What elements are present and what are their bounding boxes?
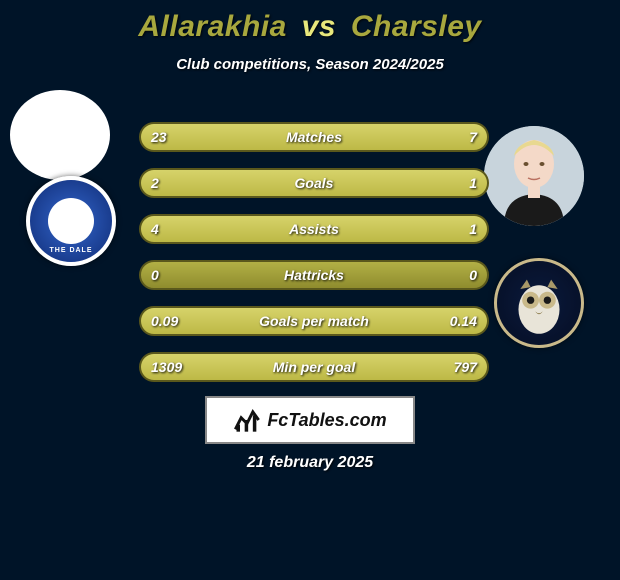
title-vs: vs — [302, 10, 336, 43]
player2-name: Charsley — [351, 10, 482, 43]
brand-text: FcTables.com — [267, 410, 386, 431]
stat-label: Matches — [141, 129, 487, 145]
stat-bar-assists: 41Assists — [139, 214, 489, 244]
stat-label: Min per goal — [141, 359, 487, 375]
stat-bar-goals-per-match: 0.090.14Goals per match — [139, 306, 489, 336]
stat-bar-goals: 21Goals — [139, 168, 489, 198]
brand-banner: FcTables.com — [205, 396, 415, 444]
comparison-subtitle: Club competitions, Season 2024/2025 — [0, 56, 620, 73]
stat-bar-min-per-goal: 1309797Min per goal — [139, 352, 489, 382]
stat-label: Goals — [141, 175, 487, 191]
stat-bars: 237Matches 21Goals 41Assists 00Hattricks 0.0… — [139, 122, 489, 398]
comparison-title: Allarakhia vs Charsley — [0, 0, 620, 44]
player1-club-crest — [26, 176, 116, 266]
player1-name: Allarakhia — [138, 10, 286, 43]
comparison-date: 21 february 2025 — [0, 454, 620, 472]
player2-avatar — [484, 126, 584, 226]
stat-bar-matches: 237Matches — [139, 122, 489, 152]
stat-bar-hattricks: 00Hattricks — [139, 260, 489, 290]
player2-club-crest — [494, 258, 584, 348]
stat-label: Assists — [141, 221, 487, 237]
stat-label: Hattricks — [141, 267, 487, 283]
player1-avatar — [10, 90, 110, 180]
brand-chart-icon — [233, 406, 261, 434]
stat-label: Goals per match — [141, 313, 487, 329]
